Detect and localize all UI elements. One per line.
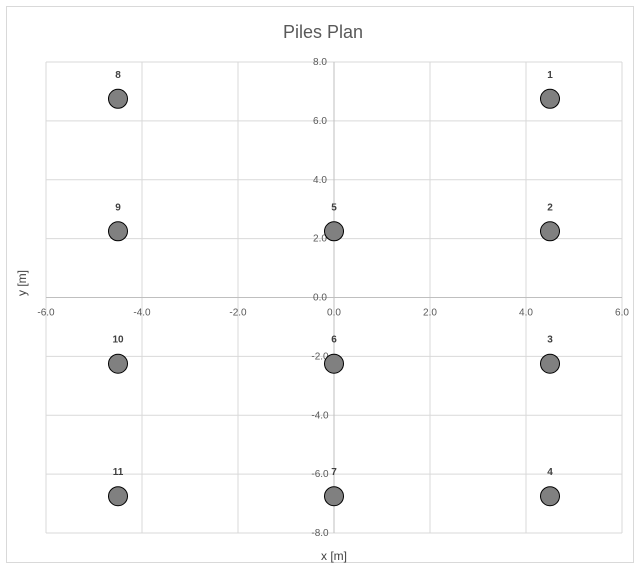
x-tick-label: 6.0 xyxy=(615,308,629,319)
y-tick-label: 4.0 xyxy=(313,175,327,186)
y-tick-label: -8.0 xyxy=(311,528,329,539)
pile-points xyxy=(108,88,560,507)
y-tick-label: -6.0 xyxy=(311,469,329,480)
pile-marker xyxy=(540,486,560,507)
x-tick-label: 2.0 xyxy=(423,308,437,319)
y-tick-label: 0.0 xyxy=(313,293,327,304)
pile-number-label: 11 xyxy=(113,467,124,478)
pile-number-label: 7 xyxy=(331,467,337,478)
x-axis-label: x [m] xyxy=(321,549,347,563)
pile-labels: 1 2 3 4 5 6 7 8 9 10 11 xyxy=(112,70,553,478)
pile-number-label: 8 xyxy=(115,70,121,81)
pile-marker xyxy=(324,353,344,374)
pile-number-label: 1 xyxy=(547,70,553,81)
pile-marker xyxy=(108,486,128,507)
pile-number-label: 5 xyxy=(331,202,337,213)
pile-marker xyxy=(108,88,128,109)
pile-marker xyxy=(540,353,560,374)
pile-marker xyxy=(324,486,344,507)
x-tick-label: -2.0 xyxy=(229,308,247,319)
chart-title: Piles Plan xyxy=(283,22,363,42)
tick-labels: -6.0 -4.0 -2.0 0.0 2.0 4.0 6.0 -8.0 -6.0 -4.0 -2.0… xyxy=(37,57,629,539)
pile-marker xyxy=(324,221,344,242)
x-tick-label: 4.0 xyxy=(519,308,533,319)
y-tick-label: -2.0 xyxy=(311,351,329,362)
y-tick-label: 2.0 xyxy=(313,234,327,245)
pile-marker xyxy=(108,221,128,242)
pile-number-label: 9 xyxy=(115,202,121,213)
pile-marker xyxy=(540,88,560,109)
y-axis-label: y [m] xyxy=(15,270,29,296)
y-tick-label: 8.0 xyxy=(313,57,327,68)
axes xyxy=(46,62,622,533)
pile-marker xyxy=(108,353,128,374)
pile-number-label: 10 xyxy=(112,335,124,346)
x-tick-label: -4.0 xyxy=(133,308,151,319)
x-tick-label: -6.0 xyxy=(37,308,55,319)
pile-number-label: 4 xyxy=(547,467,553,478)
y-tick-label: 6.0 xyxy=(313,116,327,127)
pile-marker xyxy=(540,221,560,242)
y-tick-label: -4.0 xyxy=(311,410,329,421)
x-tick-label: 0.0 xyxy=(327,308,341,319)
pile-number-label: 3 xyxy=(547,335,553,346)
pile-number-label: 2 xyxy=(547,202,553,213)
pile-number-label: 6 xyxy=(331,335,337,346)
